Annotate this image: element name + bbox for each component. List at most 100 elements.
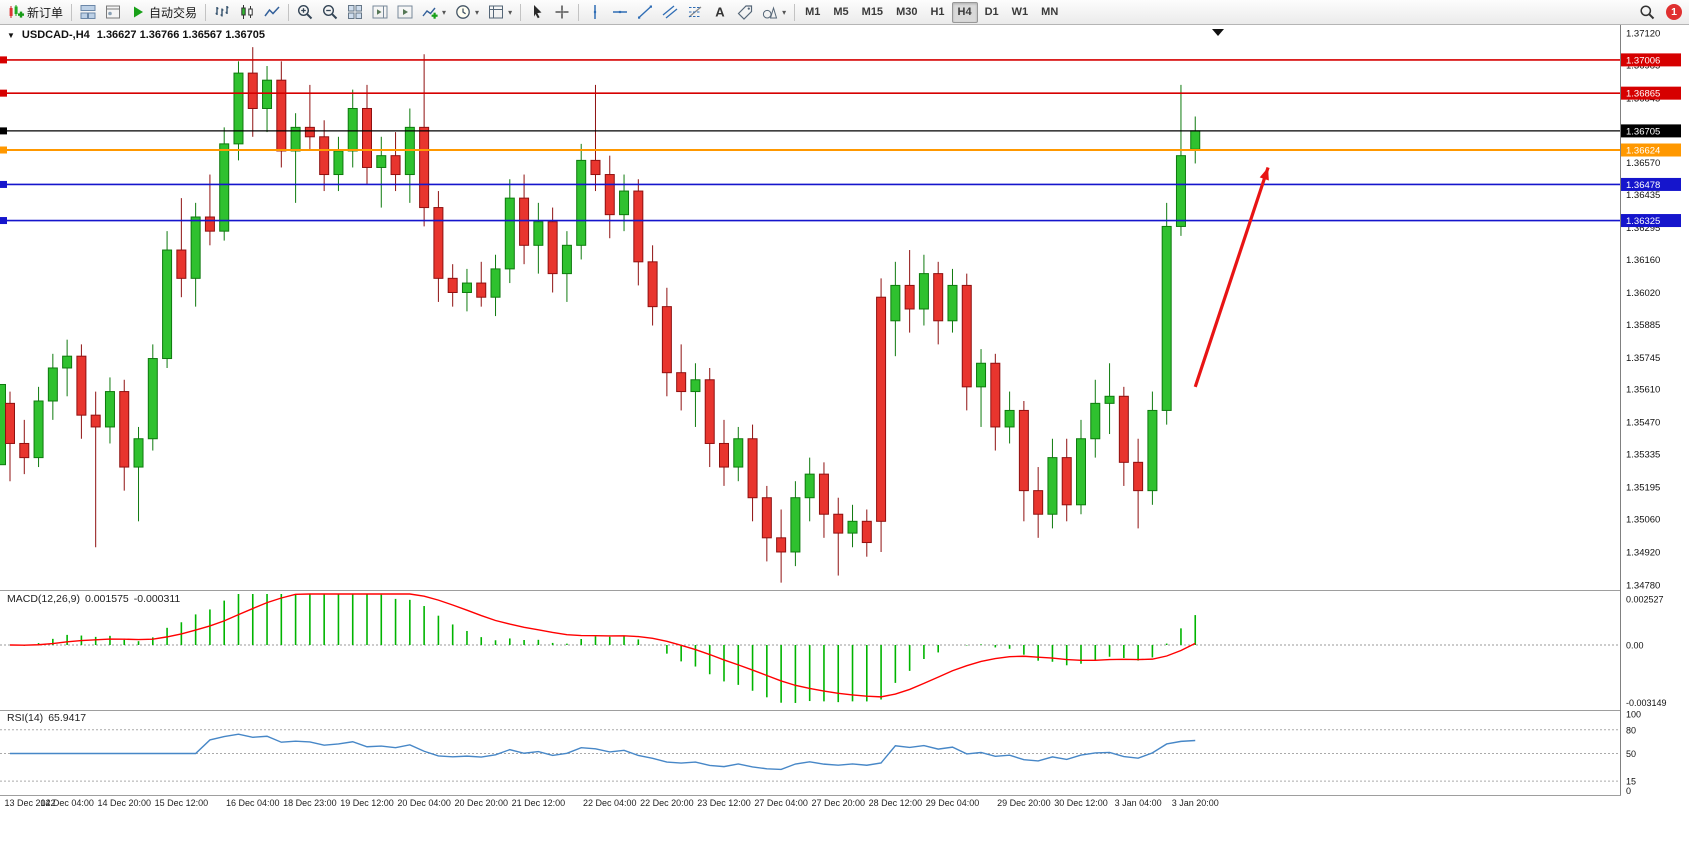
candle-up bbox=[919, 274, 928, 309]
timeframe-w1-button[interactable]: W1 bbox=[1006, 2, 1035, 23]
notification-badge[interactable]: 1 bbox=[1666, 4, 1682, 20]
price-line-label: 1.36478 bbox=[1626, 180, 1660, 191]
chart-canvas[interactable]: 1.371201.369851.368451.367051.365701.364… bbox=[0, 25, 1689, 863]
chart-header: ▼ USDCAD-,H4 1.36627 1.36766 1.36567 1.3… bbox=[7, 29, 265, 41]
candle-down bbox=[120, 392, 129, 467]
candle-up bbox=[1077, 439, 1086, 505]
timeframe-h4-button[interactable]: H4 bbox=[952, 2, 978, 23]
text-button[interactable]: A bbox=[708, 2, 732, 23]
bar-chart-button[interactable] bbox=[210, 2, 234, 23]
search-button[interactable] bbox=[1635, 2, 1659, 23]
candle-down bbox=[991, 363, 1000, 427]
macd-tick-label: 0.002527 bbox=[1626, 595, 1664, 605]
price-line-label: 1.36624 bbox=[1626, 146, 1660, 157]
timeframe-m15-button[interactable]: M15 bbox=[856, 2, 889, 23]
hline-left-marker[interactable] bbox=[0, 217, 7, 224]
candle-down bbox=[705, 380, 714, 444]
new-order-button[interactable]: 新订单 bbox=[4, 2, 67, 23]
crosshair-button[interactable] bbox=[550, 2, 574, 23]
dropdown-caret-icon: ▾ bbox=[508, 8, 512, 17]
hline-left-marker[interactable] bbox=[0, 56, 7, 63]
price-tick-label: 1.34780 bbox=[1626, 581, 1660, 592]
vertical-line-button[interactable] bbox=[583, 2, 607, 23]
candle-down bbox=[962, 285, 971, 386]
timeframe-mn-button[interactable]: MN bbox=[1035, 2, 1064, 23]
time-tick-label: 3 Jan 20:00 bbox=[1172, 798, 1219, 808]
line-chart-button[interactable] bbox=[260, 2, 284, 23]
candle-up bbox=[848, 521, 857, 533]
candle-down bbox=[862, 521, 871, 542]
timeframe-h1-button[interactable]: H1 bbox=[924, 2, 950, 23]
hline-left-marker[interactable] bbox=[0, 147, 7, 154]
candle-up bbox=[34, 401, 43, 458]
hline-left-marker[interactable] bbox=[0, 90, 7, 97]
label-icon bbox=[737, 4, 753, 20]
toolbar-separator bbox=[205, 4, 206, 21]
candle-down bbox=[1119, 396, 1128, 462]
templates-button[interactable]: ▾ bbox=[484, 2, 516, 23]
windows-button[interactable] bbox=[76, 2, 100, 23]
timeframe-d1-button[interactable]: D1 bbox=[979, 2, 1005, 23]
candle-down bbox=[634, 191, 643, 262]
toolbar-separator bbox=[520, 4, 521, 21]
timeframe-m30-button[interactable]: M30 bbox=[890, 2, 923, 23]
candle-up bbox=[348, 108, 357, 150]
periods-button[interactable]: ▾ bbox=[451, 2, 483, 23]
time-tick-label: 29 Dec 20:00 bbox=[997, 798, 1051, 808]
fibonacci-button[interactable] bbox=[683, 2, 707, 23]
hline-icon bbox=[612, 4, 628, 20]
candle-up bbox=[48, 368, 57, 401]
trendline-button[interactable] bbox=[633, 2, 657, 23]
timeframe-m5-button[interactable]: M5 bbox=[827, 2, 854, 23]
time-tick-label: 14 Dec 20:00 bbox=[97, 798, 151, 808]
candle-up bbox=[1005, 410, 1014, 427]
price-scale[interactable]: 1.371201.369851.368451.367051.365701.364… bbox=[1621, 25, 1689, 863]
timeframe-m1-button[interactable]: M1 bbox=[799, 2, 826, 23]
trend-icon bbox=[637, 4, 653, 20]
zoom-in-button[interactable] bbox=[293, 2, 317, 23]
candle-down bbox=[391, 156, 400, 175]
new-order-icon bbox=[8, 4, 24, 20]
candle-up bbox=[1048, 458, 1057, 515]
candle-up bbox=[1176, 156, 1185, 227]
candle-down bbox=[662, 307, 671, 373]
profiles-button[interactable] bbox=[101, 2, 125, 23]
zoom-out-button[interactable] bbox=[318, 2, 342, 23]
price-tick-label: 1.36020 bbox=[1626, 288, 1660, 299]
candle-down bbox=[177, 250, 186, 278]
indicators-button[interactable]: ▾ bbox=[418, 2, 450, 23]
label-button[interactable] bbox=[733, 2, 757, 23]
zoom-out-icon bbox=[322, 4, 338, 20]
horizontal-line-button[interactable] bbox=[608, 2, 632, 23]
chart-area[interactable]: 1.371201.369851.368451.367051.365701.364… bbox=[0, 25, 1689, 863]
time-tick-label: 14 Dec 04:00 bbox=[40, 798, 94, 808]
hline-left-marker[interactable] bbox=[0, 127, 7, 134]
candlestick-chart-button[interactable] bbox=[235, 2, 259, 23]
hline-left-marker[interactable] bbox=[0, 181, 7, 188]
macd-tick-label: -0.003149 bbox=[1626, 698, 1667, 708]
candle-down bbox=[748, 439, 757, 498]
svg-text:A: A bbox=[715, 5, 725, 20]
candle-up bbox=[1191, 131, 1200, 149]
macd-label: MACD(12,26,9)0.001575-0.000311 bbox=[7, 593, 180, 605]
zoom-in-icon bbox=[297, 4, 313, 20]
tile-windows-button[interactable] bbox=[343, 2, 367, 23]
cursor-button[interactable] bbox=[525, 2, 549, 23]
macd-main-value: 0.001575 bbox=[85, 593, 129, 605]
price-line-label: 1.37006 bbox=[1626, 55, 1660, 66]
candle-up bbox=[462, 283, 471, 292]
price-tick-label: 1.36435 bbox=[1626, 190, 1660, 201]
chart-shift-button[interactable] bbox=[368, 2, 392, 23]
channel-button[interactable] bbox=[658, 2, 682, 23]
shapes-button[interactable]: ▾ bbox=[758, 2, 790, 23]
scroll-icon bbox=[397, 4, 413, 20]
auto-trading-button[interactable]: 自动交易 bbox=[126, 2, 201, 23]
auto-scroll-button[interactable] bbox=[393, 2, 417, 23]
toolbar-separator bbox=[71, 4, 72, 21]
rsi-name: RSI(14) bbox=[7, 712, 43, 724]
collapse-icon[interactable]: ▼ bbox=[7, 31, 15, 40]
candle-down bbox=[320, 137, 329, 175]
candle-down bbox=[20, 443, 29, 457]
candle-up bbox=[534, 222, 543, 246]
